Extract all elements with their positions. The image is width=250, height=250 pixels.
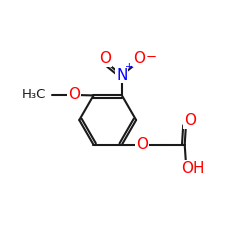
Text: O: O <box>136 137 148 152</box>
Text: O: O <box>99 51 111 66</box>
Text: OH: OH <box>181 161 204 176</box>
Text: −: − <box>146 51 157 64</box>
Text: +: + <box>124 62 133 72</box>
Text: O: O <box>68 88 80 102</box>
Text: H₃C: H₃C <box>22 88 46 102</box>
Text: O: O <box>184 113 196 128</box>
Text: N: N <box>116 68 128 83</box>
Text: O: O <box>133 51 145 66</box>
